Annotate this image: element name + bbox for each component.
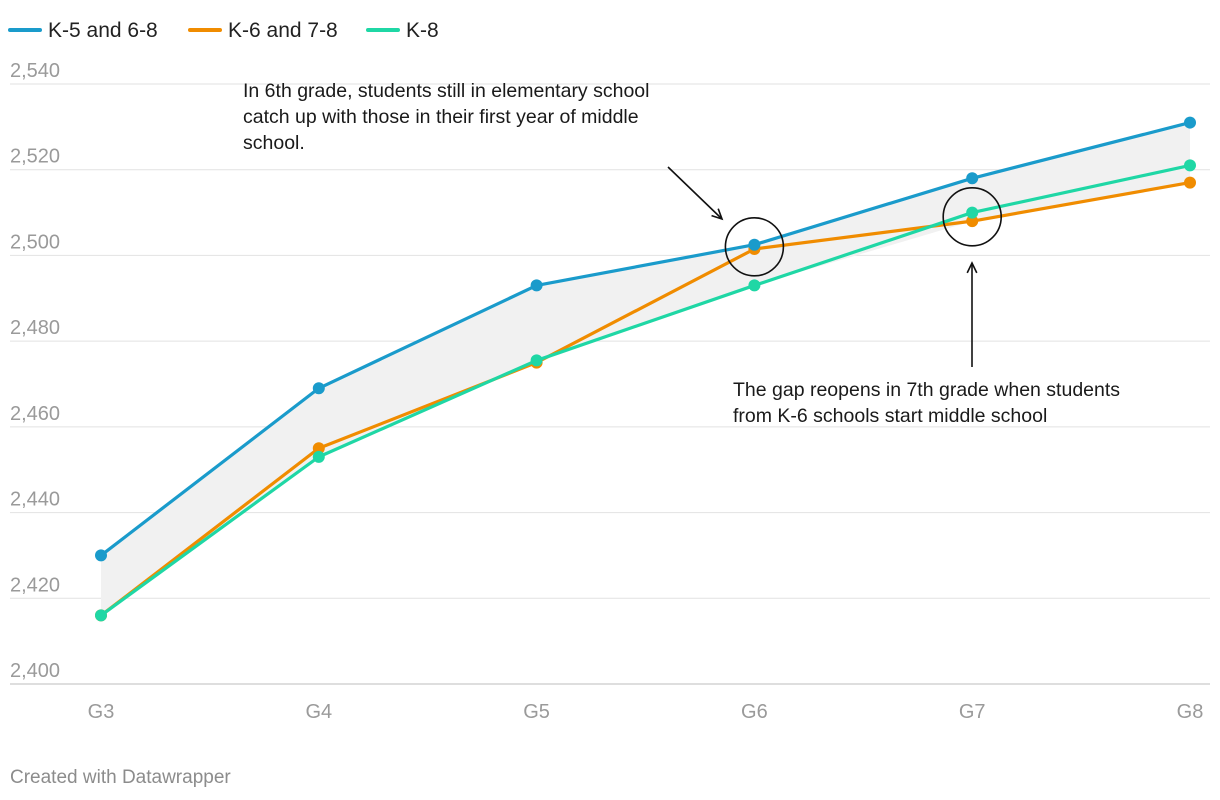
data-point xyxy=(966,206,979,219)
series-line xyxy=(99,163,1192,618)
series-k-5-and-6-8 xyxy=(95,116,1196,562)
data-point xyxy=(95,609,107,622)
annotation-text-1: In 6th grade, students still in elementa… xyxy=(243,80,649,154)
annotation-line: In 6th grade, students still in elementa… xyxy=(243,80,649,102)
gap-band xyxy=(101,122,1190,616)
annotation-line: from K-6 schools start middle school xyxy=(733,405,1047,427)
legend-item: K-5 and 6-8 xyxy=(8,19,158,42)
x-tick-label: G8 xyxy=(1177,701,1204,723)
y-tick-label: 2,420 xyxy=(10,574,60,596)
y-tick-label: 2,440 xyxy=(10,489,60,511)
data-point xyxy=(966,215,979,228)
annotation-line: school. xyxy=(243,132,305,154)
data-point xyxy=(966,172,979,185)
series-k-8 xyxy=(95,159,1196,622)
annotation-arrow-2-head xyxy=(966,261,978,274)
data-point xyxy=(530,279,543,292)
annotation-arrow-1-head xyxy=(711,208,724,221)
x-tick-label: G5 xyxy=(523,701,550,723)
series-lines xyxy=(95,116,1196,622)
range-band xyxy=(101,122,1190,616)
footer-credit: Created with Datawrapper xyxy=(10,767,231,788)
highlight-circle-g7 xyxy=(942,187,1003,247)
x-tick-label: G4 xyxy=(305,701,332,723)
series-line xyxy=(99,180,1192,618)
y-tick-label: 2,460 xyxy=(10,403,60,425)
y-tick-label: 2,480 xyxy=(10,317,60,339)
data-point xyxy=(95,549,107,562)
data-point xyxy=(312,382,325,395)
data-point xyxy=(748,279,761,292)
series-line xyxy=(99,120,1192,558)
y-tick-label: 2,520 xyxy=(10,146,60,168)
data-point xyxy=(1184,176,1196,189)
y-tick-label: 2,500 xyxy=(10,231,60,253)
x-tick-label: G3 xyxy=(88,701,115,723)
data-point xyxy=(748,238,761,251)
y-tick-label: 2,540 xyxy=(10,60,60,82)
data-point xyxy=(530,354,543,367)
legend-label: K-8 xyxy=(406,19,439,42)
legend-label: K-5 and 6-8 xyxy=(48,19,158,42)
legend-item: K-8 xyxy=(366,19,439,42)
data-point xyxy=(1184,159,1196,172)
x-tick-label: G6 xyxy=(741,701,768,723)
data-point xyxy=(312,442,325,455)
annotation-text-2: The gap reopens in 7th grade when studen… xyxy=(733,379,1120,427)
data-point xyxy=(312,450,325,463)
annotation-line: The gap reopens in 7th grade when studen… xyxy=(733,379,1120,401)
legend: K-5 and 6-8 K-6 and 7-8 K-8 xyxy=(8,19,439,42)
axes: 2,400 2,420 2,440 2,460 2,480 2,500 2,520 2,540… xyxy=(10,60,1203,723)
legend-item: K-6 and 7-8 xyxy=(188,19,338,42)
data-point xyxy=(1184,116,1196,129)
highlight-circle-g6 xyxy=(724,217,785,277)
annotation-arrow-1-line xyxy=(667,166,723,220)
y-tick-label: 2,400 xyxy=(10,660,60,682)
annotation-line: catch up with those in their first year … xyxy=(243,106,639,128)
annotations: In 6th grade, students still in elementa… xyxy=(243,80,1120,427)
legend-label: K-6 and 7-8 xyxy=(228,19,338,42)
x-tick-label: G7 xyxy=(959,701,986,723)
